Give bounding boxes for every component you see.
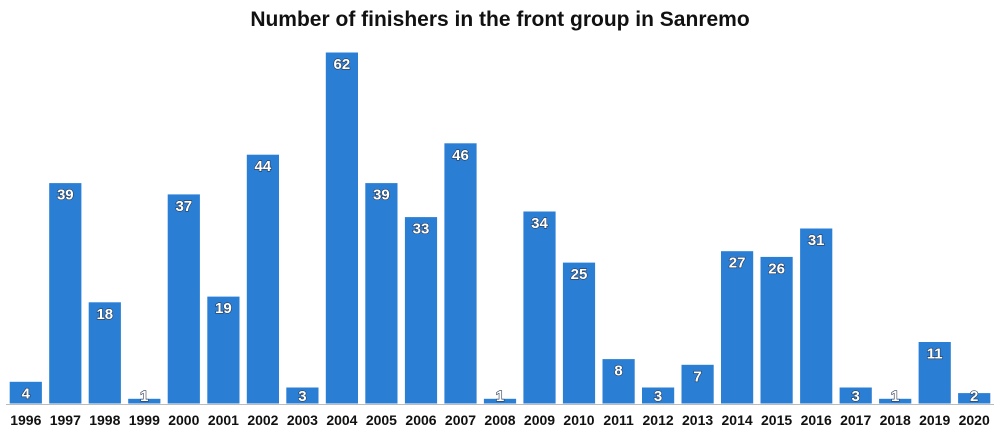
value-label-1997: 39: [57, 187, 74, 204]
x-tick-label-2011: 2011: [603, 412, 634, 428]
x-tick-label-2007: 2007: [445, 412, 476, 428]
value-label-2000: 37: [175, 198, 192, 215]
bar-2000: [166, 193, 201, 405]
bar-2014: [720, 250, 755, 405]
x-tick-label-2006: 2006: [405, 412, 436, 428]
x-tick-label-1996: 1996: [10, 412, 41, 428]
value-label-2012: 3: [654, 388, 662, 405]
value-label-2006: 33: [413, 221, 430, 238]
value-label-2003: 3: [298, 388, 306, 405]
x-tick-labels-layer: 1996 1997 1998 1999 2000 2001 2002 2003 2004 2005…: [10, 412, 990, 428]
x-tick-label-2000: 2000: [168, 412, 199, 428]
value-label-1996: 4: [22, 385, 31, 402]
x-tick-label-2008: 2008: [484, 412, 515, 428]
value-label-2016: 31: [808, 232, 825, 249]
value-label-2014: 27: [729, 255, 746, 272]
x-tick-label-2005: 2005: [366, 412, 397, 428]
value-label-2010: 25: [571, 266, 588, 283]
x-tick-label-2018: 2018: [880, 412, 911, 428]
x-tick-label-2009: 2009: [524, 412, 555, 428]
bar-2016: [799, 227, 834, 405]
x-tick-label-2019: 2019: [919, 412, 950, 428]
bar-2013: [680, 363, 715, 405]
value-label-2001: 19: [215, 300, 232, 317]
bar-2007: [443, 142, 478, 405]
value-label-2018: 1: [891, 388, 899, 405]
bar-2009: [522, 210, 557, 405]
x-tick-label-2001: 2001: [208, 412, 239, 428]
value-label-2002: 44: [255, 158, 272, 175]
value-label-2013: 7: [693, 368, 701, 385]
bar-2005: [364, 182, 399, 405]
bar-2015: [759, 255, 794, 405]
x-tick-label-2013: 2013: [682, 412, 713, 428]
x-tick-label-1997: 1997: [50, 412, 81, 428]
x-tick-label-1999: 1999: [129, 412, 160, 428]
value-label-2011: 8: [614, 363, 622, 380]
x-tick-label-2004: 2004: [326, 412, 357, 428]
x-tick-label-2010: 2010: [563, 412, 594, 428]
bar-2006: [403, 216, 439, 405]
value-label-2009: 34: [531, 215, 548, 232]
x-tick-label-2016: 2016: [801, 412, 832, 428]
value-label-1999: 1: [140, 388, 148, 405]
bar-2001: [206, 295, 241, 405]
x-tick-label-2002: 2002: [247, 412, 278, 428]
bar-2011: [601, 358, 636, 405]
value-label-2005: 39: [373, 187, 390, 204]
x-tick-label-2015: 2015: [761, 412, 792, 428]
chart-title: Number of finishers in the front group i…: [250, 8, 750, 31]
value-label-2008: 1: [496, 388, 504, 405]
value-label-1998: 18: [96, 306, 113, 323]
x-tick-label-2014: 2014: [722, 412, 753, 428]
value-label-2019: 11: [927, 346, 943, 363]
bar-1998: [87, 301, 122, 405]
bar-2002: [245, 153, 281, 405]
bar-2004: [324, 51, 359, 405]
x-tick-label-1998: 1998: [89, 412, 120, 428]
value-label-2004: 62: [334, 56, 351, 73]
value-label-2007: 46: [452, 147, 469, 164]
bar-1997: [48, 182, 83, 405]
bar-2010: [561, 261, 597, 405]
x-tick-label-2020: 2020: [959, 412, 990, 428]
x-tick-label-2012: 2012: [643, 412, 674, 428]
x-tick-label-2003: 2003: [287, 412, 318, 428]
bars-layer: [8, 51, 992, 405]
value-label-2017: 3: [852, 388, 860, 405]
bar-2019: [917, 341, 952, 405]
value-label-2020: 2: [970, 388, 978, 405]
value-label-2015: 26: [768, 260, 785, 277]
x-tick-label-2017: 2017: [840, 412, 871, 428]
